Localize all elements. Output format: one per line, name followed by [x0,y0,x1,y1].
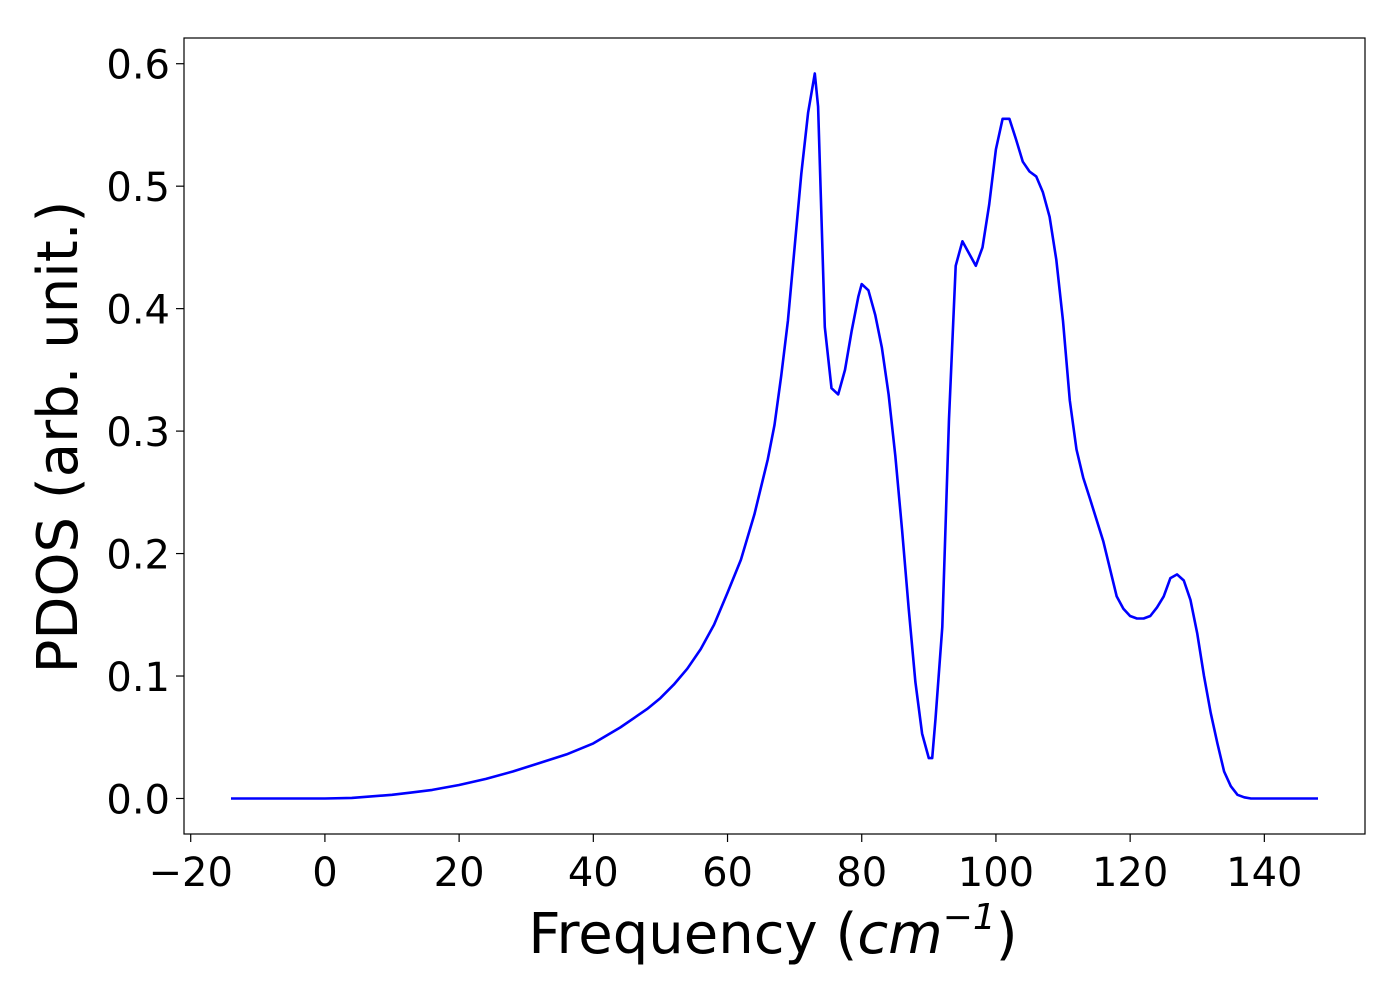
x-tick-label: 120 [1092,850,1168,896]
y-tick-label: 0.4 [106,288,170,334]
y-tick-label: 0.0 [106,777,170,823]
x-axis-title-unit: cm [857,902,942,967]
x-tick-label: 0 [312,850,337,896]
x-tick-label: 60 [702,850,753,896]
x-tick-label: 40 [568,850,619,896]
plot-frame [183,37,1366,835]
pdos-series-line [231,72,1318,800]
x-axis-title-exponent: −1 [943,897,996,938]
y-tick-label: 0.2 [106,533,170,579]
x-axis-title-suffix: ) [996,902,1018,967]
x-axis: −20 0 20 40 60 80 100 120 140 [148,834,1303,896]
x-tick-label: −20 [148,850,232,896]
y-tick-label: 0.5 [106,165,170,211]
x-tick-label: 100 [958,850,1034,896]
plot-area [231,72,1318,800]
x-axis-title-prefix: Frequency ( [528,902,857,967]
y-tick-label: 0.1 [106,655,170,701]
x-tick-label: 80 [836,850,887,896]
x-tick-label: 20 [434,850,485,896]
y-tick-label: 0.6 [106,43,170,89]
x-tick-label: 140 [1226,850,1302,896]
y-axis: 0.0 0.1 0.2 0.3 0.4 0.5 0.6 [106,43,184,823]
y-tick-label: 0.3 [106,410,170,456]
x-axis-title: Frequency (cm−1) [528,897,1017,967]
y-axis-title: PDOS (arb. unit.) [26,201,91,674]
